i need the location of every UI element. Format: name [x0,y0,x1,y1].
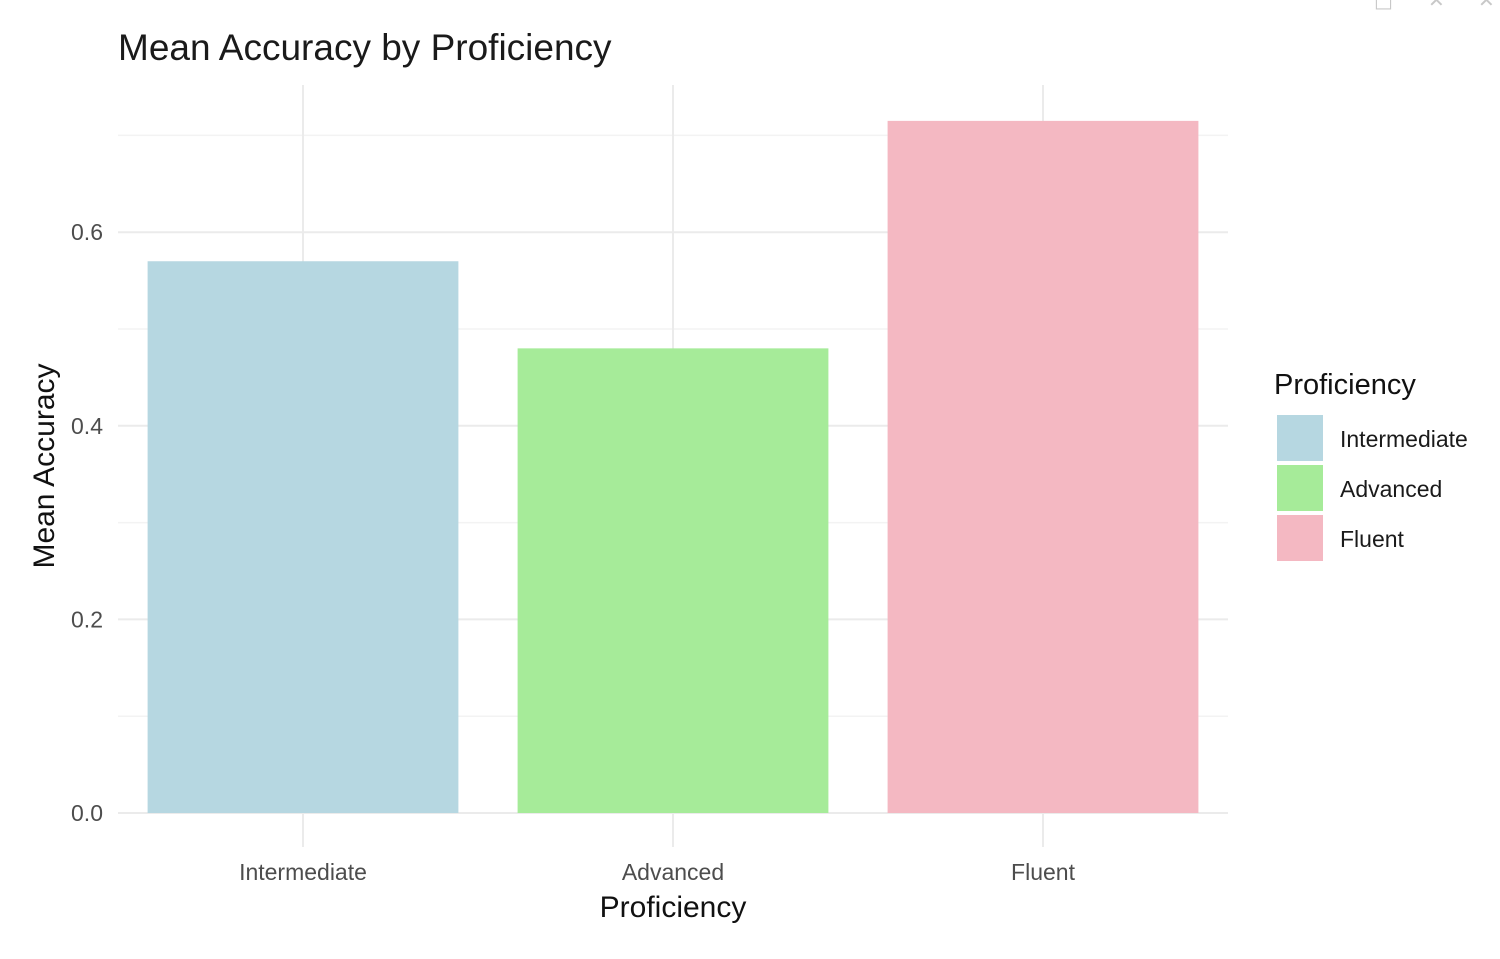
bars [147,120,1199,813]
legend-key-advanced [1277,465,1323,511]
bar-fluent [887,120,1199,813]
window-close-icon[interactable]: ✕ [1428,0,1445,12]
x-tick-label: Advanced [622,859,724,885]
legend-label: Fluent [1340,526,1405,552]
bar-advanced [517,348,829,813]
legend: Proficiency Intermediate Advanced Fluent [1274,369,1468,561]
legend-key-intermediate [1277,415,1323,461]
y-axis-ticks: 0.0 0.2 0.4 0.6 [71,219,103,826]
x-axis-ticks: Intermediate Advanced Fluent [239,859,1075,885]
bar-intermediate [147,261,459,813]
x-tick-label: Intermediate [239,859,367,885]
y-axis-title: Mean Accuracy [28,363,61,568]
legend-key-fluent [1277,515,1323,561]
y-tick-label: 0.6 [71,219,103,245]
y-tick-label: 0.0 [71,800,103,826]
window-close-alt-icon[interactable]: ✕ [1478,0,1495,12]
chart-title: Mean Accuracy by Proficiency [118,27,612,68]
legend-label: Intermediate [1340,426,1468,452]
x-axis-title: Proficiency [600,891,747,924]
window-restore-icon[interactable]: □ [1374,0,1393,12]
y-tick-label: 0.4 [71,413,103,439]
x-tick-label: Fluent [1011,859,1076,885]
y-tick-label: 0.2 [71,606,103,632]
legend-title: Proficiency [1274,369,1416,401]
legend-label: Advanced [1340,476,1442,502]
